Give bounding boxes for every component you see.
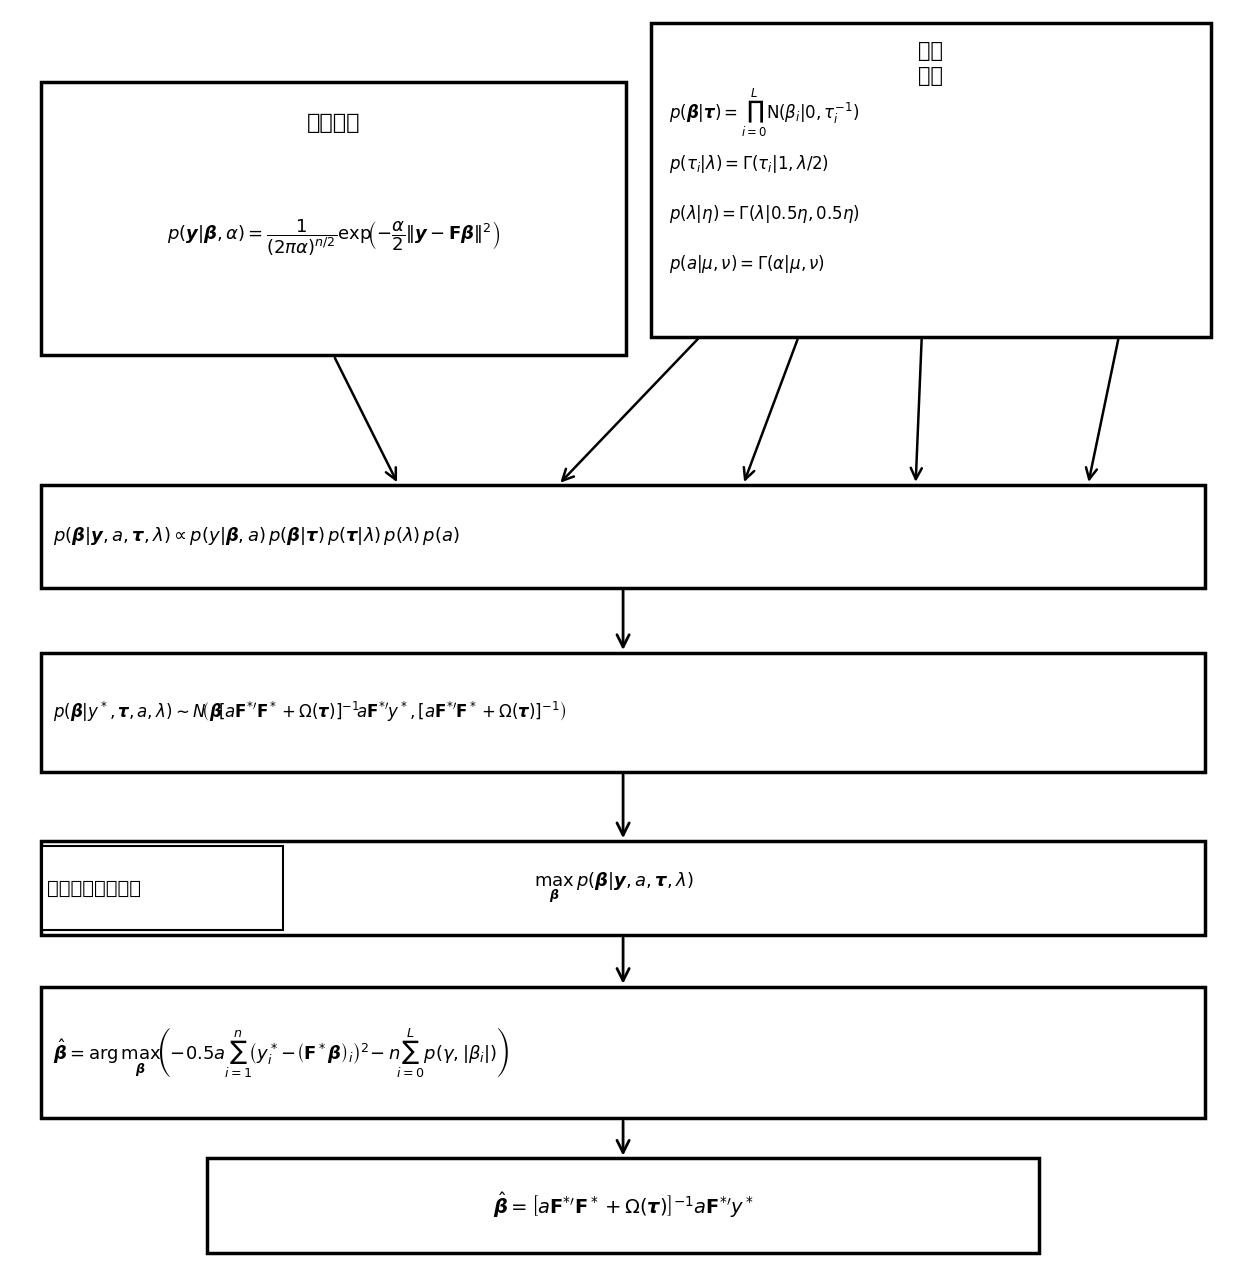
- Text: $p(\tau_i|\lambda) = \Gamma(\tau_i|1, \lambda/2)$: $p(\tau_i|\lambda) = \Gamma(\tau_i|1, \l…: [670, 153, 830, 174]
- Text: $p(\boldsymbol{y}|\boldsymbol{\beta},\alpha) = \dfrac{1}{(2\pi\alpha)^{n/2}}\mat: $p(\boldsymbol{y}|\boldsymbol{\beta},\al…: [167, 217, 500, 258]
- Text: 分布: 分布: [919, 66, 944, 86]
- Text: $\underset{\boldsymbol{\beta}}{\max}\, p(\boldsymbol{\beta}|\boldsymbol{y},a,\bo: $\underset{\boldsymbol{\beta}}{\max}\, p…: [533, 871, 693, 906]
- FancyBboxPatch shape: [41, 986, 1205, 1118]
- Text: 最大后验概率准则: 最大后验概率准则: [47, 879, 141, 898]
- Text: $p(a|\mu,\nu) = \Gamma(\alpha|\mu,\nu)$: $p(a|\mu,\nu) = \Gamma(\alpha|\mu,\nu)$: [670, 253, 825, 275]
- FancyBboxPatch shape: [651, 23, 1211, 337]
- FancyBboxPatch shape: [41, 485, 1205, 587]
- FancyBboxPatch shape: [41, 653, 1205, 772]
- Text: $p(\lambda|\eta) = \Gamma(\lambda|0.5\eta, 0.5\eta)$: $p(\lambda|\eta) = \Gamma(\lambda|0.5\et…: [670, 202, 861, 225]
- Text: 似然函数: 似然函数: [306, 114, 361, 134]
- Text: $p(\boldsymbol{\beta}|y^*,\boldsymbol{\tau},a,\lambda) \sim N\!\left(\boldsymbol: $p(\boldsymbol{\beta}|y^*,\boldsymbol{\t…: [53, 701, 567, 725]
- Text: 先验: 先验: [919, 40, 944, 61]
- FancyBboxPatch shape: [207, 1158, 1039, 1253]
- Text: $\hat{\boldsymbol{\beta}} = \arg\underset{\boldsymbol{\beta}}{\max}\!\left(-0.5a: $\hat{\boldsymbol{\beta}} = \arg\underse…: [53, 1026, 510, 1080]
- FancyBboxPatch shape: [42, 846, 283, 930]
- FancyBboxPatch shape: [41, 82, 626, 355]
- Text: $p(\boldsymbol{\beta}|\boldsymbol{y},a,\boldsymbol{\tau},\lambda) \propto p(y|\b: $p(\boldsymbol{\beta}|\boldsymbol{y},a,\…: [53, 525, 460, 547]
- Text: $\hat{\boldsymbol{\beta}} = \left[a\mathbf{F}^{*\prime}\mathbf{F}^*+\Omega(\bold: $\hat{\boldsymbol{\beta}} = \left[a\math…: [492, 1191, 754, 1220]
- Text: $p(\boldsymbol{\beta}|\boldsymbol{\tau}) = \prod_{i=0}^{L}\mathrm{N}(\beta_i|0,\: $p(\boldsymbol{\beta}|\boldsymbol{\tau})…: [670, 87, 859, 139]
- FancyBboxPatch shape: [41, 841, 1205, 935]
